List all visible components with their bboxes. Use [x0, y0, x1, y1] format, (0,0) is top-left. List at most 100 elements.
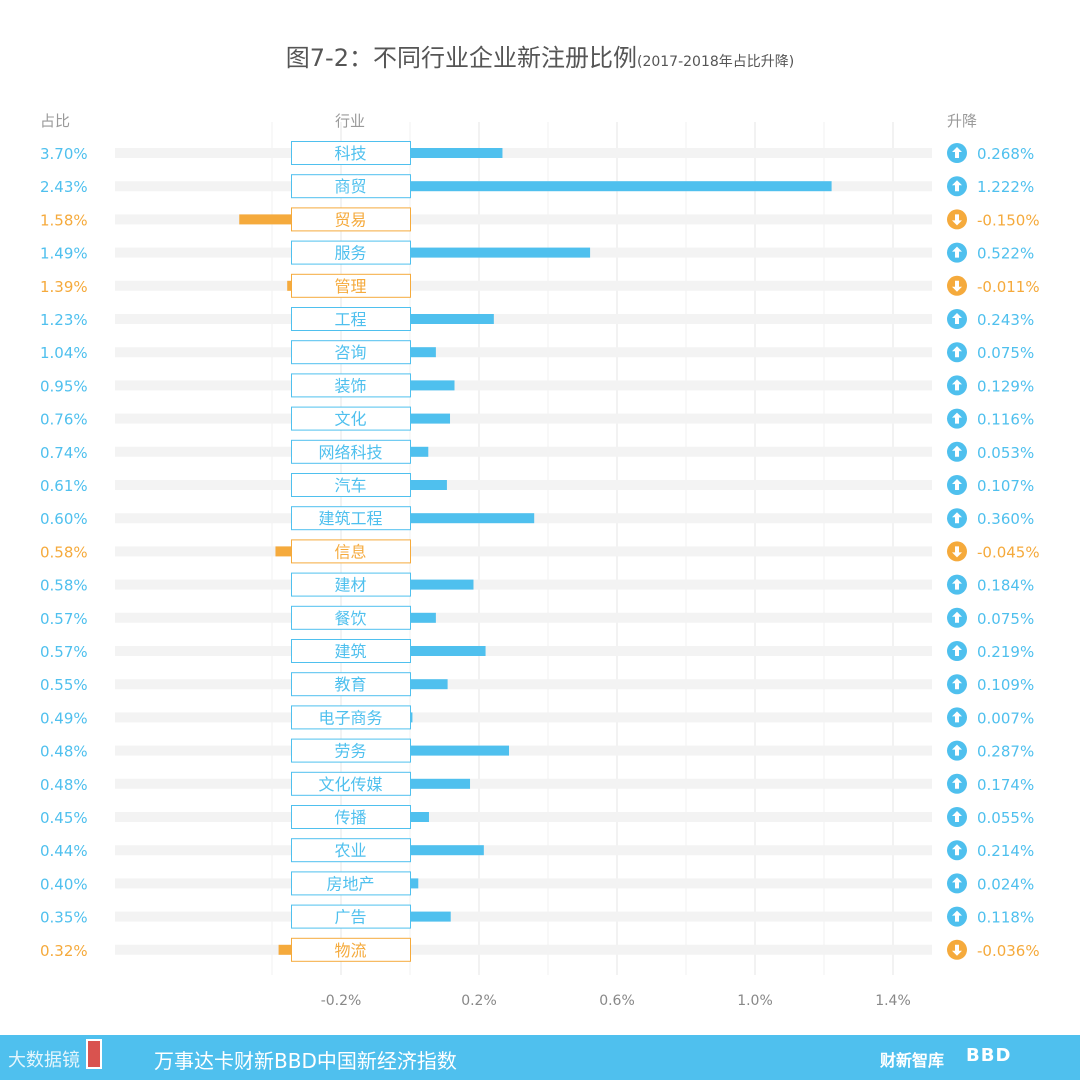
arrow-up-glyph [952, 877, 962, 889]
category-box [291, 473, 411, 497]
change-label: -0.045% [977, 543, 1040, 561]
category-label: 服务 [334, 244, 366, 263]
bar [410, 513, 535, 524]
share-label: 1.49% [40, 245, 88, 263]
arrow-up-glyph [952, 512, 962, 524]
share-label: 0.95% [40, 377, 88, 395]
x-tick-label: -0.2% [321, 993, 362, 1009]
category-box [291, 240, 411, 265]
share-label: 0.40% [40, 875, 88, 893]
bar [410, 181, 832, 192]
bar-track [115, 347, 932, 358]
bar [410, 314, 494, 324]
arrow-up-glyph [952, 645, 962, 656]
category-label: 广告 [334, 908, 366, 927]
bar [239, 214, 291, 225]
category-label: 咨询 [334, 343, 366, 362]
arrow-up-glyph [952, 313, 962, 324]
bar [410, 845, 484, 856]
share-label: 3.70% [40, 145, 88, 163]
category-box [291, 506, 411, 531]
change-label: -0.011% [977, 278, 1040, 296]
share-label: 0.32% [40, 942, 88, 960]
arrow-up-glyph [952, 412, 962, 424]
change-label: 0.053% [977, 444, 1034, 462]
share-label: 0.76% [40, 411, 88, 429]
category-box [291, 838, 411, 863]
category-box [291, 904, 411, 929]
arrow-up-glyph [952, 910, 962, 922]
category-label: 文化 [334, 410, 366, 429]
share-label: 0.74% [40, 444, 88, 462]
category-box [291, 805, 411, 829]
bar [287, 280, 291, 291]
arrow-up-glyph [952, 678, 962, 690]
arrow-down-glyph [952, 214, 962, 226]
arrow-up-glyph [952, 479, 962, 490]
bar-track [115, 646, 932, 656]
column-header-change: 升降 [947, 112, 978, 130]
bar [410, 712, 413, 723]
change-label: -0.150% [977, 211, 1040, 229]
category-label: 建筑 [334, 642, 366, 661]
category-box [291, 705, 411, 730]
share-label: 0.57% [40, 610, 88, 628]
bar-track [115, 778, 932, 789]
change-label: -0.036% [977, 942, 1040, 960]
bar [410, 579, 474, 590]
share-label: 0.44% [40, 842, 88, 860]
share-label: 0.55% [40, 676, 88, 694]
bar-track [115, 944, 932, 955]
bar [410, 247, 591, 258]
change-label: 0.107% [977, 477, 1034, 495]
x-tick-label: 1.4% [875, 993, 911, 1009]
footer-badge-icon [86, 1039, 102, 1069]
category-label: 商贸 [334, 177, 366, 196]
change-label: 0.268% [977, 145, 1034, 163]
category-box [291, 539, 411, 564]
change-label: 0.184% [977, 577, 1034, 595]
diverging-bar-chart: -0.2% 0.2% 0.6% 1.0% 1.4% 科技 3.70% 0.268% 商贸 2.43… [40, 122, 1040, 1009]
category-box [291, 937, 411, 962]
category-box [291, 307, 411, 331]
category-label: 传播 [334, 808, 366, 827]
footer-logo-bbd: BBD [966, 1045, 1012, 1066]
bar-track [115, 446, 932, 457]
category-label: 电子商务 [318, 708, 382, 727]
arrow-up-glyph [952, 246, 962, 258]
arrow-up-glyph [952, 711, 962, 723]
bar-track [115, 480, 932, 490]
category-box [291, 639, 411, 663]
category-label: 汽车 [334, 476, 366, 495]
share-label: 1.39% [40, 278, 88, 296]
bar-track [115, 214, 932, 225]
arrow-up-glyph [952, 578, 962, 590]
share-label: 0.49% [40, 709, 88, 727]
category-box [291, 340, 411, 365]
category-box [291, 572, 411, 597]
category-label: 建材 [334, 576, 366, 595]
category-label: 劳务 [334, 742, 366, 761]
bar-track [115, 148, 932, 158]
bar [410, 413, 451, 424]
bar-track [115, 911, 932, 922]
change-label: 0.024% [977, 875, 1034, 893]
category-box [291, 273, 411, 298]
bar [410, 911, 451, 922]
category-label: 教育 [334, 675, 366, 694]
change-label: 0.214% [977, 842, 1034, 860]
bar-track [115, 812, 932, 822]
arrow-up-glyph [952, 811, 962, 822]
bar [410, 347, 436, 358]
arrow-up-glyph [952, 379, 962, 391]
category-label: 房地产 [326, 874, 374, 893]
bar-track [115, 745, 932, 756]
share-label: 1.04% [40, 344, 88, 362]
x-tick-label: 0.2% [461, 993, 497, 1009]
bar-track [115, 712, 932, 723]
column-header-industry: 行业 [335, 112, 366, 130]
bar-track [115, 380, 932, 391]
change-label: 0.287% [977, 743, 1034, 761]
bar-track [115, 314, 932, 324]
category-label: 科技 [334, 144, 366, 163]
